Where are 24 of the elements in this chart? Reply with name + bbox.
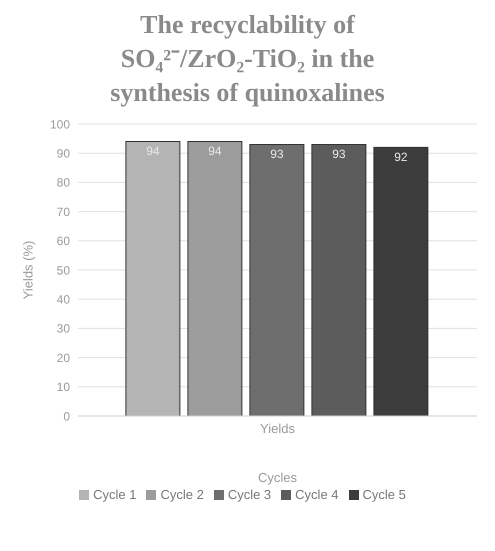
data-label: 93 (270, 146, 284, 161)
legend-label: Cycle 2 (160, 487, 204, 502)
legend-label: Cycle 5 (362, 487, 406, 502)
y-tick-label: 60 (56, 234, 70, 248)
y-tick-label: 90 (56, 146, 70, 160)
data-label: 92 (394, 150, 408, 164)
y-tick-label: 20 (56, 350, 70, 365)
y-tick-label: 50 (56, 263, 70, 278)
x-axis-title: Cycles (258, 470, 298, 485)
data-label: 93 (332, 146, 346, 161)
y-tick-label: 0 (63, 409, 70, 424)
y-tick-label: 30 (56, 322, 70, 336)
y-tick-label: 70 (56, 204, 70, 219)
y-tick-label: 80 (56, 176, 70, 190)
y-tick-label: 40 (56, 292, 70, 306)
chart-title: The recyclability of SO₄²⁻/ZrO₂-TiO₂ in the synthesis of quinoxalines (109, 9, 386, 109)
y-axis-title: Yields (%) (20, 240, 36, 300)
data-label: 94 (208, 144, 222, 158)
legend-label: Cycle 4 (295, 487, 339, 502)
legend-label: Cycle 3 (228, 487, 272, 502)
x-tick-label: Yields (260, 421, 296, 436)
y-tick-label: 10 (56, 380, 70, 394)
y-tick-label: 100 (50, 117, 70, 132)
legend-label: Cycle 1 (93, 487, 136, 502)
